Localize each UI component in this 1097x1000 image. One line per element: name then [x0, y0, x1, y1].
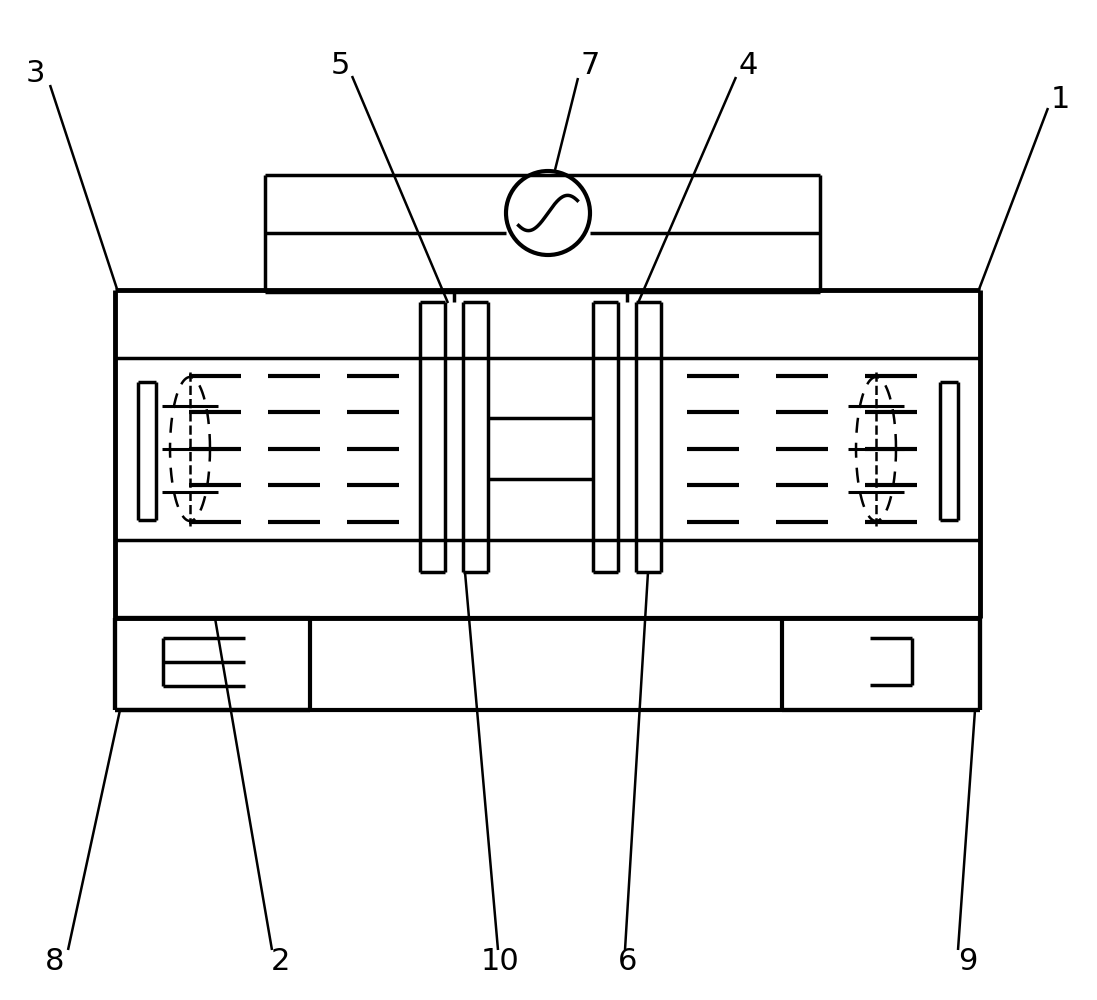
Text: 4: 4 — [738, 50, 758, 80]
Text: 8: 8 — [45, 948, 65, 976]
Text: 6: 6 — [619, 948, 637, 976]
Text: 10: 10 — [480, 948, 519, 976]
Text: 9: 9 — [959, 948, 977, 976]
Text: 1: 1 — [1050, 86, 1070, 114]
Text: 5: 5 — [330, 50, 350, 80]
Text: 3: 3 — [25, 58, 45, 88]
Text: 2: 2 — [270, 948, 290, 976]
Text: 7: 7 — [580, 50, 600, 80]
